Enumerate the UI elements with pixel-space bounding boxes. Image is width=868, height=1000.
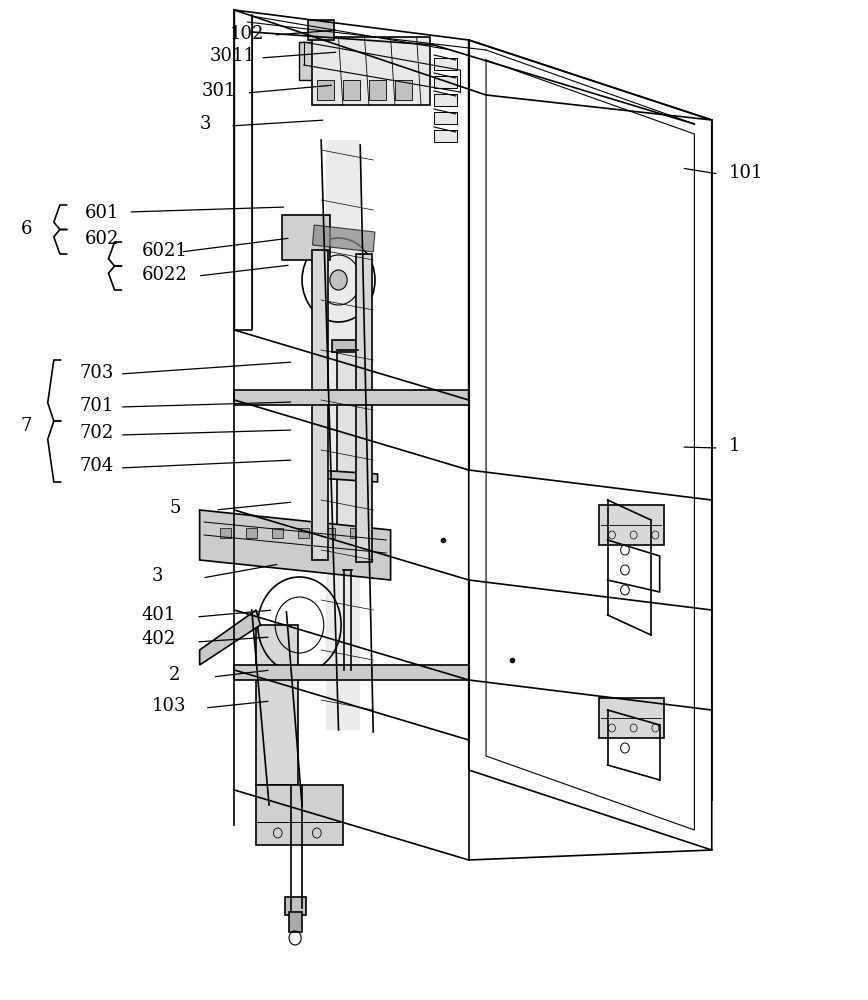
Bar xyxy=(434,58,457,70)
Text: 5: 5 xyxy=(169,499,181,517)
Bar xyxy=(256,785,343,845)
FancyBboxPatch shape xyxy=(599,698,664,738)
Bar xyxy=(285,897,306,915)
Text: 602: 602 xyxy=(85,230,120,248)
Polygon shape xyxy=(200,510,391,580)
Text: 301: 301 xyxy=(201,82,236,100)
Bar xyxy=(308,20,334,40)
Text: 703: 703 xyxy=(80,364,115,382)
Bar xyxy=(272,528,283,538)
Bar xyxy=(332,340,363,352)
Bar xyxy=(289,912,302,932)
Text: 3011: 3011 xyxy=(210,47,255,65)
Text: 701: 701 xyxy=(80,397,115,415)
Bar xyxy=(350,528,361,538)
Bar xyxy=(337,350,358,570)
Bar xyxy=(343,80,360,100)
Text: 601: 601 xyxy=(85,204,120,222)
Bar xyxy=(312,37,430,105)
Bar xyxy=(356,254,372,562)
Text: 6022: 6022 xyxy=(141,266,187,284)
Bar xyxy=(317,80,334,100)
Bar xyxy=(369,80,386,100)
Text: 102: 102 xyxy=(230,25,265,43)
Text: 401: 401 xyxy=(141,606,176,624)
Text: 103: 103 xyxy=(152,697,187,715)
Bar xyxy=(282,215,330,260)
Bar xyxy=(234,390,469,405)
Polygon shape xyxy=(317,470,378,482)
Bar xyxy=(324,528,335,538)
Bar xyxy=(234,665,469,680)
Polygon shape xyxy=(312,225,375,252)
Bar xyxy=(395,80,412,100)
Text: 3: 3 xyxy=(152,567,163,585)
Bar xyxy=(256,625,298,785)
Text: 3: 3 xyxy=(200,115,212,133)
Text: 402: 402 xyxy=(141,630,175,648)
Bar xyxy=(434,130,457,142)
FancyBboxPatch shape xyxy=(599,505,664,545)
Text: 2: 2 xyxy=(169,666,181,684)
Bar xyxy=(326,140,360,730)
Bar xyxy=(220,528,231,538)
Bar xyxy=(434,112,457,124)
Bar xyxy=(299,42,339,80)
Text: 702: 702 xyxy=(80,424,114,442)
Text: 1: 1 xyxy=(729,437,740,455)
Text: 101: 101 xyxy=(729,164,764,182)
Bar xyxy=(246,528,257,538)
Text: 704: 704 xyxy=(80,457,114,475)
Bar xyxy=(434,94,457,106)
Text: 7: 7 xyxy=(20,417,32,435)
Text: 6021: 6021 xyxy=(141,242,187,260)
Polygon shape xyxy=(200,610,260,665)
Bar xyxy=(298,528,309,538)
Bar xyxy=(434,76,457,88)
Bar xyxy=(312,250,328,560)
Text: 6: 6 xyxy=(20,220,32,238)
Circle shape xyxy=(330,270,347,290)
